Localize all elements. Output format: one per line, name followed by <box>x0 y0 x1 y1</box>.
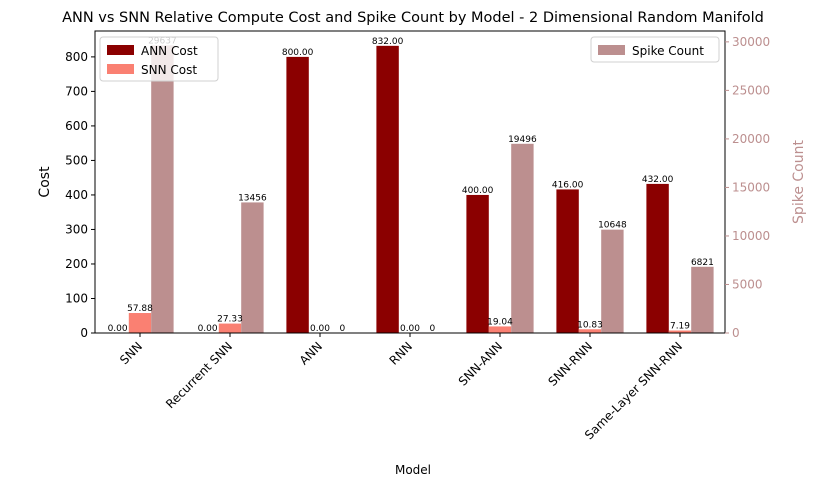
bar-ann-cost <box>466 194 489 333</box>
bar-spike-count <box>601 229 624 333</box>
y-tick-label: 300 <box>65 222 88 236</box>
bar-snn-cost <box>218 323 242 333</box>
y-tick-label: 700 <box>65 84 88 98</box>
y2-tick-label: 20000 <box>732 132 770 146</box>
x-tick-label: Same-Layer SNN-RNN <box>582 339 685 442</box>
legend-box <box>590 36 720 63</box>
legend-swatch <box>598 45 625 55</box>
bar-snn-cost <box>128 313 152 333</box>
y-axis-right: 0 5000 10000 15000 20000 25000 30000 <box>725 35 770 340</box>
y-tick-label: 600 <box>65 119 88 133</box>
bar-spike-count <box>151 45 174 334</box>
bar-value-label: 400.00 <box>462 186 494 196</box>
bar-value-label: 6821 <box>691 258 714 268</box>
bar-value-label: 0.00 <box>400 324 420 334</box>
bar-value-label: 19496 <box>508 135 537 145</box>
bar-value-label: 10648 <box>598 221 627 231</box>
bar-value-label: 0 <box>430 324 436 334</box>
bar-spike-count <box>241 202 264 333</box>
x-tick-label: Recurrent SNN <box>163 339 235 411</box>
bar-value-label: 0.00 <box>198 324 218 334</box>
y-tick-label: 100 <box>65 291 88 305</box>
x-tick-label: SNN-RNN <box>545 339 595 389</box>
bar-group <box>128 45 714 334</box>
y2-tick-label: 15000 <box>732 180 770 194</box>
y-tick-label: 500 <box>65 153 88 167</box>
bar-spike-count <box>691 266 714 333</box>
x-axis-label: Model <box>395 463 431 477</box>
bar-value-label: 13456 <box>238 193 267 203</box>
x-tick-label: SNN-ANN <box>456 339 505 388</box>
y-axis-label: Cost <box>37 166 53 198</box>
bar-value-label: 10.83 <box>577 320 603 330</box>
y-axis-left: 0 100 200 300 400 500 600 700 800 <box>65 50 95 340</box>
bar-value-label: 0.00 <box>310 324 330 334</box>
bar-ann-cost <box>376 45 399 333</box>
bar-value-label: 0.00 <box>108 324 128 334</box>
bar-ann-cost <box>286 56 309 334</box>
x-tick-label: SNN <box>117 339 145 367</box>
legend-swatch <box>107 45 134 55</box>
y2-tick-label: 25000 <box>732 83 770 97</box>
bar-value-labels: 0.0057.88296370.0027.3313456800.000.0008… <box>108 36 714 334</box>
bar-value-label: 7.19 <box>670 322 690 332</box>
bar-value-label: 57.88 <box>127 304 153 314</box>
bar-snn-cost <box>668 330 692 333</box>
y2-tick-label: 10000 <box>732 229 770 243</box>
legend-label: SNN Cost <box>141 63 197 77</box>
legend-label: ANN Cost <box>141 44 198 58</box>
legend-right: Spike Count <box>590 36 720 63</box>
bar-value-label: 432.00 <box>642 175 674 185</box>
y2-tick-label: 30000 <box>732 35 770 49</box>
bar-value-label: 19.04 <box>487 317 513 327</box>
y2-axis-label: Spike Count <box>791 140 807 224</box>
x-axis: SNN Recurrent SNN ANN RNN SNN-ANN SNN-RNNSame… <box>117 333 685 442</box>
bar-value-label: 27.33 <box>217 315 243 325</box>
bar-spike-count <box>511 143 534 333</box>
chart-title: ANN vs SNN Relative Compute Cost and Spi… <box>62 10 764 26</box>
y2-tick-label: 5000 <box>732 277 763 291</box>
legend-label: Spike Count <box>632 44 704 58</box>
bar-value-label: 800.00 <box>282 48 314 58</box>
x-tick-label: ANN <box>297 339 325 367</box>
y-tick-label: 200 <box>65 257 88 271</box>
bar-value-label: 0 <box>340 324 346 334</box>
legend-swatch <box>107 64 134 74</box>
x-tick-label: RNN <box>387 339 415 367</box>
bar-snn-cost <box>488 326 512 333</box>
bar-ann-cost <box>646 183 669 333</box>
y-tick-label: 0 <box>80 326 88 340</box>
bar-value-label: 832.00 <box>372 37 404 47</box>
bar-value-label: 416.00 <box>552 180 584 190</box>
y-tick-label: 800 <box>65 50 88 64</box>
y-tick-label: 400 <box>65 188 88 202</box>
bar-ann-cost <box>556 189 579 333</box>
legend-left: ANN Cost SNN Cost <box>99 36 219 82</box>
bar-snn-cost <box>578 329 602 333</box>
y2-tick-label: 0 <box>732 326 740 340</box>
